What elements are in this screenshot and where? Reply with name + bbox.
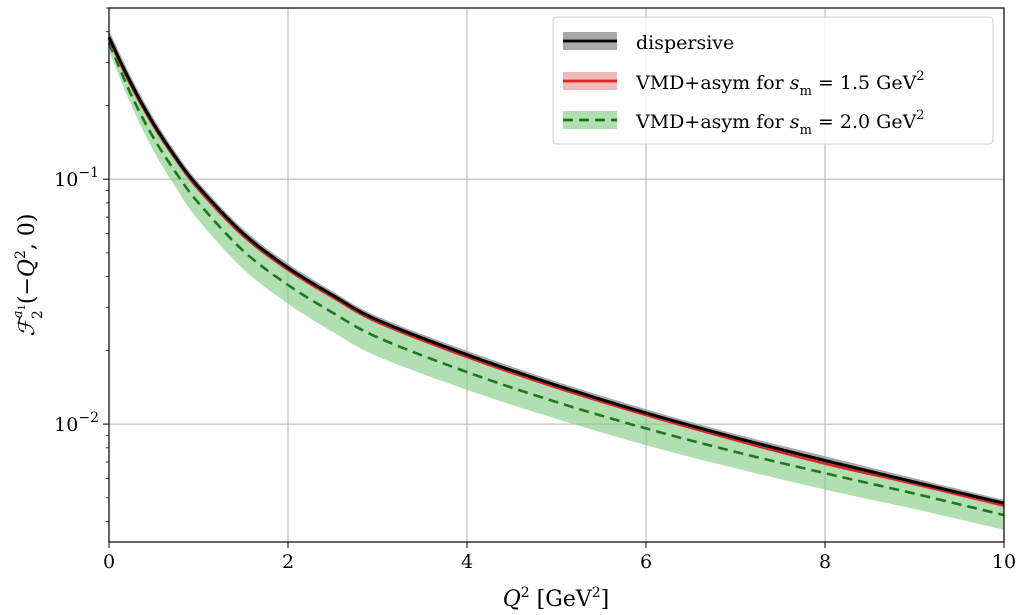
y-tick-label: 10−1 (54, 165, 99, 191)
y-axis-ticks: 10−1 10−2 (54, 7, 109, 522)
legend-label-dispersive: dispersive (636, 32, 734, 54)
x-tick-label: 2 (282, 551, 294, 573)
x-axis-label: Q2 [GeV2] (503, 585, 610, 612)
legend-band-swatch (563, 111, 617, 129)
legend-label-vmd-1: VMD+asym for sm = 1.5 GeV2 (635, 69, 925, 99)
plot-frame (108, 7, 1005, 543)
legend: dispersive VMD+asym for sm = 1.5 GeV2 VMD+… (552, 16, 994, 145)
x-tick-label: 6 (640, 551, 652, 573)
series-line-2 (107, 42, 1005, 517)
y-tick-label: 10−2 (54, 410, 99, 436)
x-tick-label: 4 (461, 551, 473, 573)
x-axis-ticks: 0 2 4 6 8 10 (103, 542, 1016, 573)
legend-label-vmd-2: VMD+asym for sm = 2.0 GeV2 (635, 108, 925, 138)
legend-box (552, 16, 994, 145)
x-tick-label: 0 (103, 551, 115, 573)
series-lines (107, 36, 1005, 517)
series-line-0 (107, 36, 1005, 505)
y-axis-label: ℱ2a1(−Q2, 0) (11, 214, 46, 337)
x-tick-label: 10 (992, 551, 1016, 573)
x-tick-label: 8 (819, 551, 831, 573)
